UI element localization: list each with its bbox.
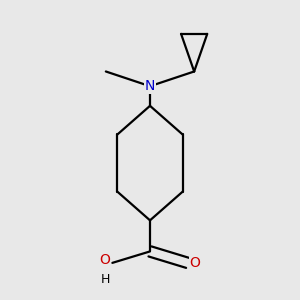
Text: H: H: [101, 273, 110, 286]
Text: O: O: [189, 256, 200, 270]
Text: N: N: [145, 79, 155, 93]
Text: O: O: [100, 253, 111, 267]
